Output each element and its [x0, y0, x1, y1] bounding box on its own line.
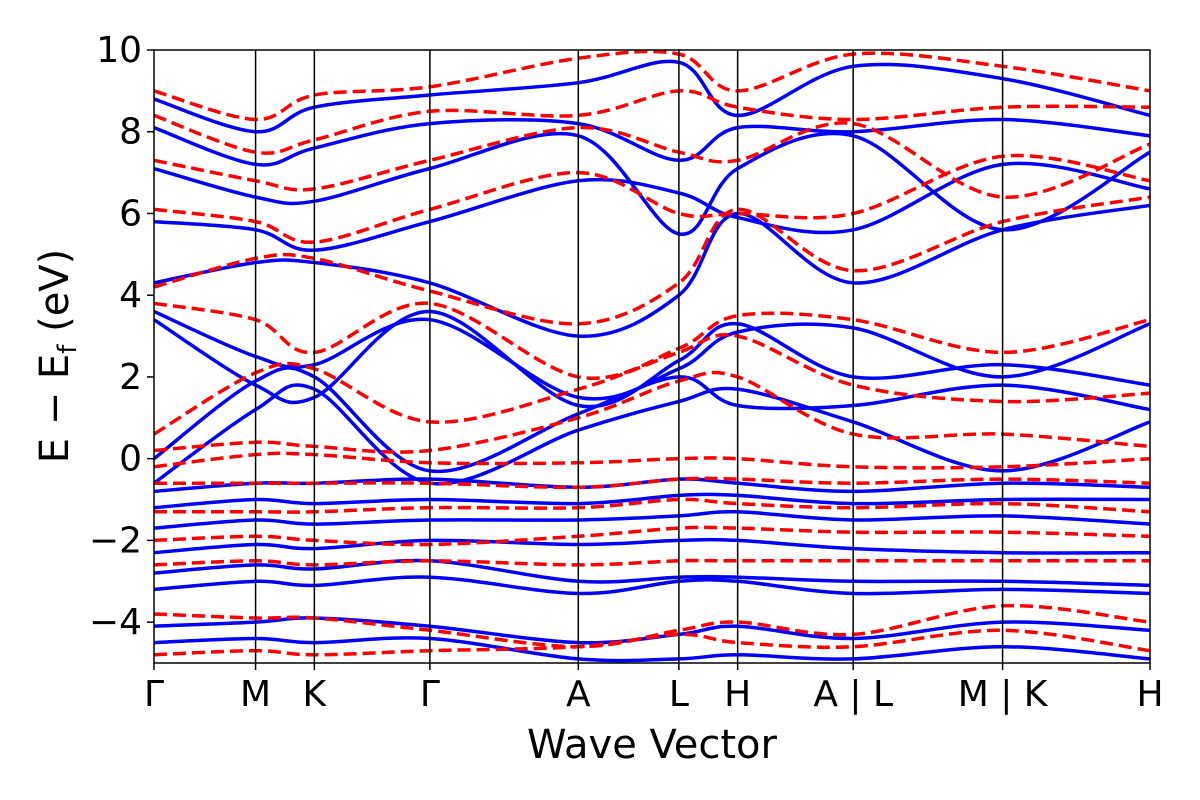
solid-band-13 [154, 161, 1150, 252]
y-tick-label: 0 [119, 439, 142, 480]
dashed-band-6 [154, 451, 1150, 470]
dashed-band-13 [154, 89, 1150, 155]
x-tick-label: M | K [958, 674, 1049, 715]
dashed-band-9 [154, 301, 1150, 380]
y-tick-label: −4 [89, 602, 142, 643]
y-axis-label-subscript: f [53, 344, 83, 354]
y-tick-label: 10 [96, 30, 142, 71]
dashed-band-2 [154, 558, 1150, 567]
dashed-band-4 [154, 497, 1150, 514]
dashed-band-0 [154, 628, 1150, 657]
high-symmetry-lines [254, 50, 1004, 663]
x-tick-label: H [1136, 674, 1163, 715]
dashed-band-10 [154, 195, 1150, 326]
solid-band-2 [154, 575, 1150, 596]
dashed-band-1 [154, 603, 1150, 649]
solid-band-0 [154, 636, 1150, 663]
x-tick-label: L [669, 674, 689, 715]
x-tick-label: A [566, 674, 591, 715]
y-axis-label-unit: (eV) [32, 249, 78, 345]
solid-band-14 [154, 131, 1150, 236]
solid-band-5 [154, 509, 1150, 530]
y-tick-label: 8 [119, 112, 142, 153]
y-tick-label: 6 [119, 193, 142, 234]
solid-band-15 [154, 117, 1150, 167]
solid-band-6 [154, 492, 1150, 510]
dashed-band-12 [154, 121, 1150, 199]
x-tick-label: A | L [813, 674, 893, 715]
solid-band-3 [154, 558, 1150, 588]
y-axis-label-main: E − E [32, 354, 78, 464]
solid-band-4 [154, 537, 1150, 555]
y-tick-label: 4 [119, 275, 142, 316]
y-tick-label: 2 [119, 357, 142, 398]
y-tick-label: −2 [89, 520, 142, 561]
y-axis-ticks: −4 −2 0 2 4 6 8 10 [89, 30, 154, 643]
band-lines [154, 50, 1150, 663]
dashed-band-5 [154, 476, 1150, 490]
dashed-band-7 [154, 370, 1150, 454]
y-axis-label: E − Ef (eV) [32, 249, 83, 464]
solid-band-8 [154, 383, 1150, 486]
plot-frame [153, 49, 1151, 664]
dashed-band-11 [154, 153, 1150, 244]
x-tick-label: M [240, 674, 271, 715]
x-tick-label: Γ [420, 674, 440, 715]
x-tick-label: Γ [144, 674, 164, 715]
x-tick-label: H [724, 674, 751, 715]
dashed-band-3 [154, 525, 1150, 547]
x-tick-label: K [303, 674, 328, 715]
x-axis-label: Wave Vector [527, 722, 778, 768]
solid-band-11 [154, 309, 1150, 401]
solid-band-16 [154, 59, 1150, 134]
solid-band-12 [154, 203, 1150, 338]
